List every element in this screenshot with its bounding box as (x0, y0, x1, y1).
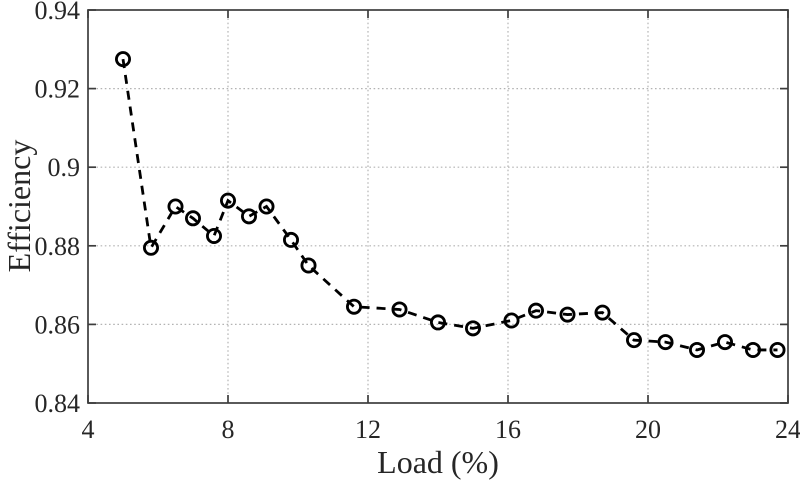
data-point-marker (657, 334, 674, 351)
x-tick-label: 16 (495, 415, 521, 444)
y-tick-label: 0.84 (35, 389, 81, 418)
y-tick-label: 0.9 (48, 153, 81, 182)
x-tick-label: 8 (222, 415, 235, 444)
y-axis-title: Efficiency (1, 139, 37, 273)
data-point-marker (115, 51, 132, 68)
data-point-marker (167, 198, 184, 215)
data-point-marker (429, 314, 446, 331)
data-point-marker (219, 192, 236, 209)
x-tick-label: 4 (82, 415, 95, 444)
data-point-marker (464, 320, 481, 337)
data-point-marker (745, 341, 762, 358)
data-point-marker (769, 341, 786, 358)
data-point-marker (300, 257, 317, 274)
y-tick-label: 0.88 (35, 232, 81, 261)
data-point-marker (626, 332, 643, 349)
x-axis-title: Load (%) (377, 444, 499, 480)
plot-frame (87, 9, 789, 404)
data-point-marker (717, 334, 734, 351)
data-point-marker (345, 298, 362, 315)
y-tick-label: 0.94 (35, 0, 81, 25)
data-point-marker (559, 306, 576, 323)
x-tick-label: 20 (635, 415, 661, 444)
data-point-marker (282, 231, 299, 248)
data-point-marker (184, 210, 201, 227)
data-point-marker (503, 312, 520, 329)
data-point-marker (689, 341, 706, 358)
y-tick-label: 0.92 (35, 75, 81, 104)
data-point-marker (391, 301, 408, 318)
x-tick-label: 24 (775, 415, 800, 444)
data-point-marker (240, 208, 257, 225)
data-point-marker (258, 198, 275, 215)
data-point-marker (205, 227, 222, 244)
data-point-marker (142, 239, 159, 256)
y-tick-label: 0.86 (35, 310, 81, 339)
data-point-marker (594, 304, 611, 321)
x-tick-label: 12 (355, 415, 381, 444)
data-point-marker (528, 302, 545, 319)
